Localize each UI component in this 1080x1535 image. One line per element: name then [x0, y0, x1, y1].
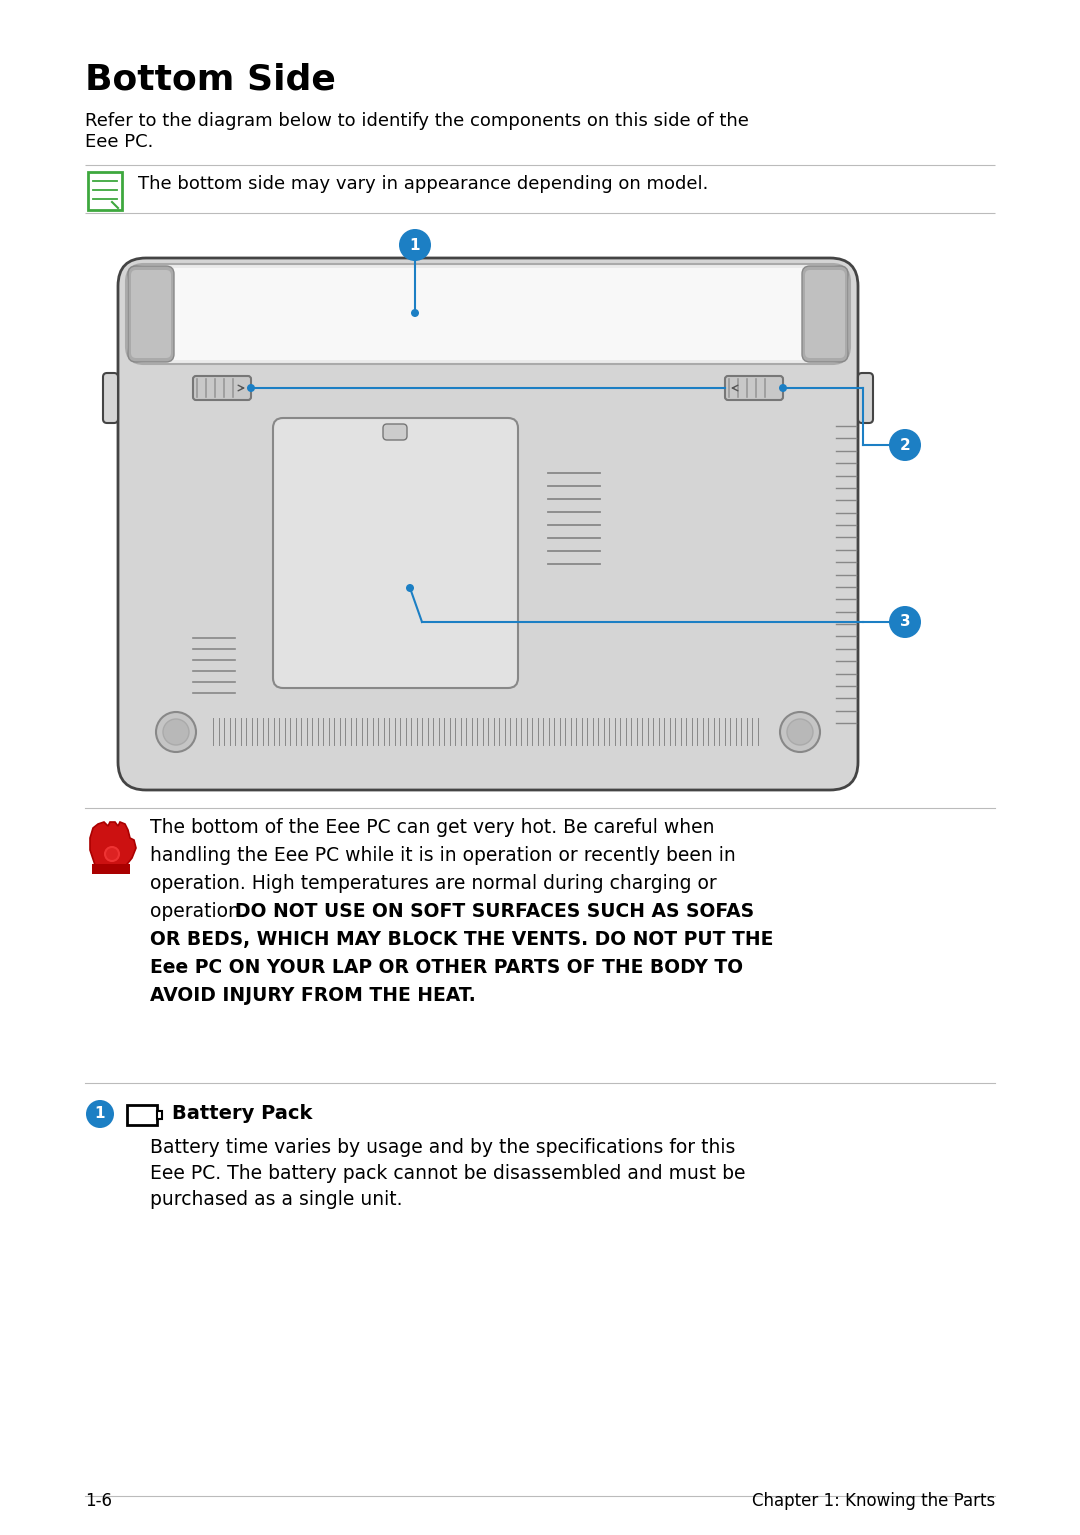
FancyBboxPatch shape [127, 1105, 157, 1125]
Text: 1-6: 1-6 [85, 1492, 112, 1510]
Text: Eee PC.: Eee PC. [85, 134, 153, 150]
FancyBboxPatch shape [858, 373, 873, 424]
FancyBboxPatch shape [725, 376, 783, 401]
FancyBboxPatch shape [103, 373, 118, 424]
FancyBboxPatch shape [126, 264, 850, 364]
Circle shape [787, 718, 813, 744]
Circle shape [163, 718, 189, 744]
FancyBboxPatch shape [273, 418, 518, 688]
Text: operation. High temperatures are normal during charging or: operation. High temperatures are normal … [150, 873, 717, 893]
Text: Bottom Side: Bottom Side [85, 61, 336, 97]
Text: purchased as a single unit.: purchased as a single unit. [150, 1190, 403, 1210]
FancyBboxPatch shape [157, 1111, 162, 1119]
Text: AVOID INJURY FROM THE HEAT.: AVOID INJURY FROM THE HEAT. [150, 985, 476, 1005]
Text: 1: 1 [409, 238, 420, 252]
Circle shape [889, 606, 921, 639]
FancyBboxPatch shape [131, 270, 171, 358]
Circle shape [247, 384, 255, 391]
Circle shape [399, 229, 431, 261]
Text: The bottom of the Eee PC can get very hot. Be careful when: The bottom of the Eee PC can get very ho… [150, 818, 715, 837]
Text: Eee PC. The battery pack cannot be disassembled and must be: Eee PC. The battery pack cannot be disas… [150, 1164, 745, 1183]
Circle shape [889, 428, 921, 460]
Polygon shape [90, 823, 136, 867]
Circle shape [411, 309, 419, 318]
Text: DO NOT USE ON SOFT SURFACES SUCH AS SOFAS: DO NOT USE ON SOFT SURFACES SUCH AS SOFA… [235, 903, 754, 921]
Circle shape [780, 712, 820, 752]
Text: Eee PC ON YOUR LAP OR OTHER PARTS OF THE BODY TO: Eee PC ON YOUR LAP OR OTHER PARTS OF THE… [150, 958, 743, 976]
FancyBboxPatch shape [383, 424, 407, 441]
Circle shape [156, 712, 195, 752]
FancyBboxPatch shape [118, 258, 858, 791]
FancyBboxPatch shape [193, 376, 251, 401]
FancyBboxPatch shape [129, 266, 174, 362]
Text: handling the Eee PC while it is in operation or recently been in: handling the Eee PC while it is in opera… [150, 846, 735, 866]
Text: The bottom side may vary in appearance depending on model.: The bottom side may vary in appearance d… [138, 175, 708, 193]
Text: OR BEDS, WHICH MAY BLOCK THE VENTS. DO NOT PUT THE: OR BEDS, WHICH MAY BLOCK THE VENTS. DO N… [150, 930, 773, 949]
Circle shape [86, 1101, 114, 1128]
FancyBboxPatch shape [92, 864, 130, 873]
FancyBboxPatch shape [87, 172, 122, 210]
Text: Battery time varies by usage and by the specifications for this: Battery time varies by usage and by the … [150, 1137, 735, 1157]
Circle shape [779, 384, 787, 391]
Text: 1: 1 [95, 1107, 105, 1122]
Text: 3: 3 [900, 614, 910, 629]
Text: 2: 2 [900, 437, 910, 453]
Text: Refer to the diagram below to identify the components on this side of the: Refer to the diagram below to identify t… [85, 112, 748, 130]
Circle shape [406, 583, 414, 593]
FancyBboxPatch shape [802, 266, 848, 362]
FancyBboxPatch shape [132, 269, 843, 361]
FancyBboxPatch shape [805, 270, 845, 358]
Text: Chapter 1: Knowing the Parts: Chapter 1: Knowing the Parts [752, 1492, 995, 1510]
Text: Battery Pack: Battery Pack [172, 1104, 312, 1124]
Text: operation.: operation. [150, 903, 252, 921]
Circle shape [105, 847, 119, 861]
